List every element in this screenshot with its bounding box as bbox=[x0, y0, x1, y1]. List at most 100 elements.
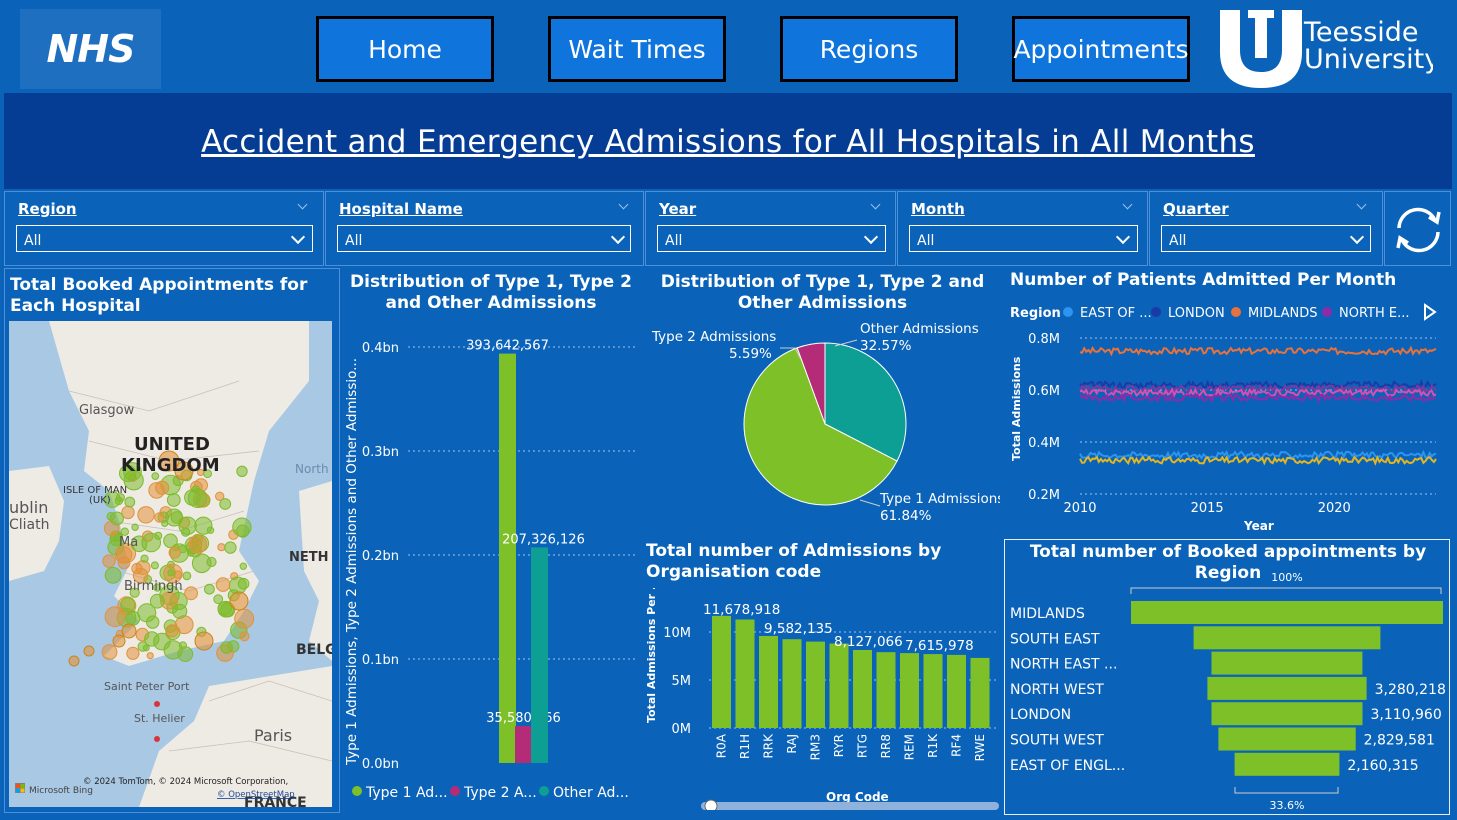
map-marker[interactable] bbox=[217, 543, 226, 552]
funnel-bar-1[interactable] bbox=[1131, 601, 1443, 624]
org-bar-rm3[interactable] bbox=[806, 641, 825, 728]
map-marker[interactable] bbox=[236, 465, 248, 478]
map-marker[interactable] bbox=[121, 623, 137, 639]
org-bar-r1h[interactable] bbox=[735, 619, 755, 728]
org-bar-rtg[interactable] bbox=[853, 649, 872, 728]
map-marker[interactable] bbox=[114, 546, 133, 564]
collapse-chevron-icon[interactable] bbox=[618, 199, 629, 210]
admission-types-pie-chart[interactable]: Type 2 Admissions 5.59% Other Admissions… bbox=[645, 318, 1004, 528]
map-marker[interactable] bbox=[224, 541, 237, 554]
map-marker[interactable] bbox=[239, 562, 248, 570]
map-marker[interactable] bbox=[104, 606, 126, 628]
map-marker[interactable] bbox=[120, 527, 130, 536]
line-series-7[interactable] bbox=[1079, 454, 1437, 466]
map-marker[interactable] bbox=[167, 569, 175, 577]
refresh-button[interactable] bbox=[1384, 191, 1451, 266]
legend-next-icon[interactable] bbox=[1424, 303, 1437, 321]
collapse-chevron-icon[interactable] bbox=[1356, 199, 1367, 210]
map-marker[interactable] bbox=[182, 571, 192, 581]
map-marker[interactable] bbox=[184, 586, 199, 601]
map-marker[interactable] bbox=[137, 506, 155, 524]
map-marker[interactable] bbox=[172, 603, 188, 619]
map-marker[interactable] bbox=[112, 634, 126, 648]
map-marker[interactable] bbox=[219, 498, 232, 510]
openstreetmap-link[interactable]: © OpenStreetMap bbox=[217, 790, 295, 800]
month-dropdown[interactable]: All bbox=[909, 225, 1138, 252]
appointments-button[interactable]: Appointments bbox=[1012, 16, 1190, 82]
line-series-5[interactable] bbox=[1079, 391, 1437, 404]
funnel-bar-2[interactable] bbox=[1193, 626, 1381, 650]
map-marker[interactable] bbox=[126, 646, 140, 660]
map-marker[interactable] bbox=[146, 615, 160, 629]
map-marker[interactable] bbox=[68, 655, 80, 667]
map-marker[interactable] bbox=[178, 516, 197, 535]
wait-times-button[interactable]: Wait Times bbox=[548, 16, 726, 82]
collapse-chevron-icon[interactable] bbox=[870, 199, 881, 210]
map-marker[interactable] bbox=[206, 556, 217, 568]
map-marker[interactable] bbox=[154, 512, 165, 523]
map-marker[interactable] bbox=[102, 554, 116, 568]
map-marker[interactable] bbox=[203, 469, 213, 479]
map-marker[interactable] bbox=[215, 491, 225, 502]
org-code-bar-chart[interactable]: Total Admissions Per ... Org Code 10M 5M 0… bbox=[641, 578, 1002, 813]
org-bar-ryr[interactable] bbox=[829, 643, 849, 728]
map-marker[interactable] bbox=[137, 641, 148, 652]
map-marker[interactable] bbox=[83, 645, 95, 657]
map-marker[interactable] bbox=[217, 600, 235, 618]
map-marker[interactable] bbox=[120, 597, 136, 613]
line-series-4[interactable] bbox=[1080, 386, 1437, 399]
map-marker[interactable] bbox=[204, 583, 215, 595]
map-marker[interactable] bbox=[146, 652, 154, 660]
quarter-dropdown[interactable]: All bbox=[1161, 225, 1371, 252]
funnel-bar-5[interactable] bbox=[1211, 702, 1363, 726]
org-bar-r1k[interactable] bbox=[923, 654, 943, 728]
map-marker[interactable] bbox=[215, 577, 231, 592]
bar-legend-label[interactable]: Type 2 A... bbox=[463, 785, 537, 801]
map-marker[interactable] bbox=[148, 482, 165, 499]
admissions-per-month-line-chart[interactable]: Region EAST OF ... LONDON MIDLANDS NORTH… bbox=[1004, 298, 1452, 536]
org-scroll-handle[interactable] bbox=[704, 799, 718, 813]
bar-3[interactable] bbox=[531, 547, 548, 763]
pie-slice-type-1-admissions[interactable] bbox=[743, 347, 898, 506]
map-marker[interactable] bbox=[124, 496, 136, 508]
map-marker[interactable] bbox=[237, 577, 250, 590]
pie-slice-other-admissions[interactable] bbox=[824, 342, 907, 462]
map-marker[interactable] bbox=[194, 631, 214, 651]
map-marker[interactable] bbox=[188, 534, 208, 554]
org-bar-rf4[interactable] bbox=[947, 654, 966, 728]
org-bar-raj[interactable] bbox=[782, 639, 802, 728]
map-marker[interactable] bbox=[163, 533, 178, 549]
regions-button[interactable]: Regions bbox=[780, 16, 958, 82]
map-marker[interactable] bbox=[213, 594, 224, 605]
funnel-bar-6[interactable] bbox=[1218, 727, 1356, 751]
funnel-bar-3[interactable] bbox=[1211, 651, 1363, 675]
map-marker[interactable] bbox=[153, 632, 171, 651]
map-marker[interactable] bbox=[141, 532, 161, 553]
map-marker[interactable] bbox=[174, 461, 194, 481]
map-marker[interactable] bbox=[150, 561, 159, 570]
map-marker[interactable] bbox=[232, 517, 252, 537]
map-marker[interactable] bbox=[177, 646, 194, 663]
org-bar-r0a[interactable] bbox=[712, 615, 731, 728]
bar-legend-label[interactable]: Other Ad... bbox=[553, 785, 629, 801]
region-dropdown[interactable]: All bbox=[16, 225, 313, 252]
map-marker[interactable] bbox=[104, 566, 122, 584]
org-bar-rem[interactable] bbox=[900, 653, 919, 728]
map-marker[interactable] bbox=[109, 511, 124, 526]
map-marker[interactable] bbox=[119, 464, 137, 483]
map-marker[interactable] bbox=[178, 641, 187, 650]
line-series-1[interactable] bbox=[1079, 345, 1437, 357]
map-marker[interactable] bbox=[132, 567, 149, 584]
booked-by-region-funnel[interactable]: 100% 33.6% MIDLANDS SOUTH EAST NORTH EAST … bbox=[1004, 565, 1452, 813]
map-marker[interactable] bbox=[151, 472, 160, 481]
map-marker[interactable] bbox=[140, 554, 149, 563]
map-marker[interactable] bbox=[129, 587, 140, 598]
funnel-bar-7[interactable] bbox=[1234, 752, 1340, 776]
admission-types-bar-chart[interactable]: Type 1 Admissions, Type 2 Admissions and… bbox=[341, 320, 641, 810]
collapse-chevron-icon[interactable] bbox=[1122, 199, 1133, 210]
map-marker[interactable] bbox=[220, 641, 233, 654]
map-marker[interactable] bbox=[149, 593, 165, 609]
bar-legend-label[interactable]: Type 1 Ad... bbox=[365, 785, 448, 801]
line-series-2[interactable] bbox=[1079, 379, 1437, 391]
org-bar-rrk[interactable] bbox=[759, 636, 778, 728]
